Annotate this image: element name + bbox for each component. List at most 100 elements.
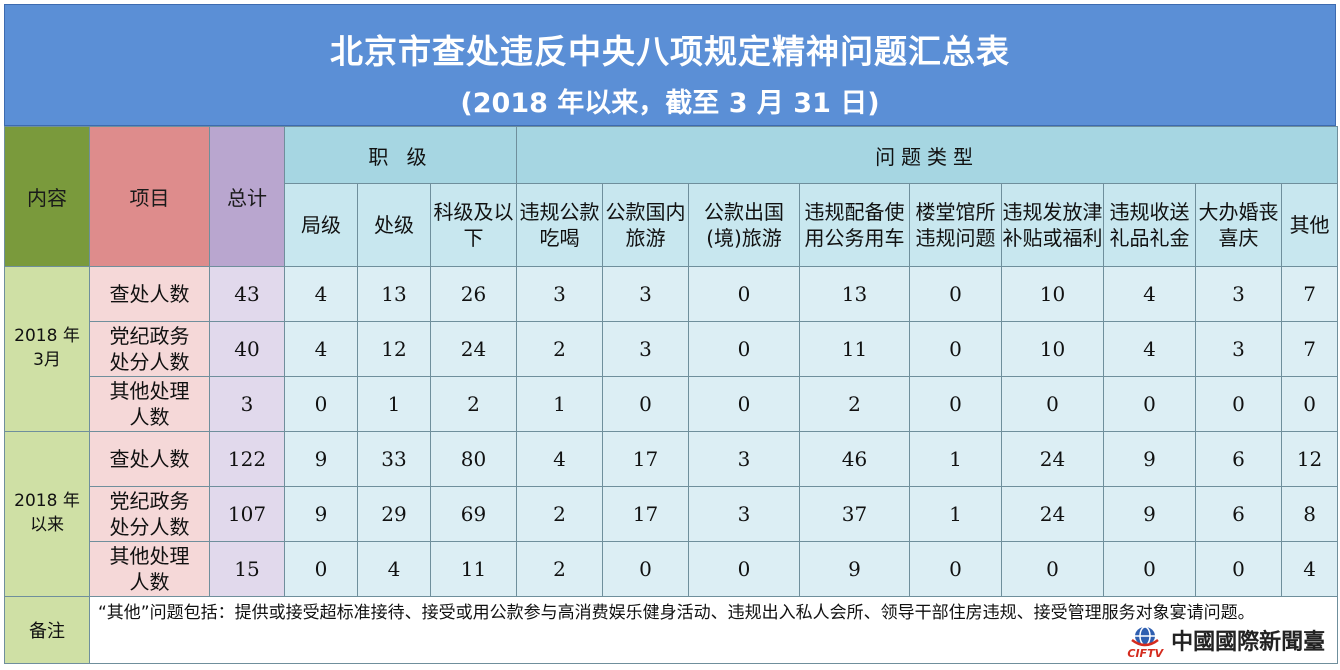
cell-value: 13: [799, 266, 911, 322]
cell-value: 11: [799, 321, 911, 377]
cell-value: 2: [516, 321, 604, 377]
row-label: 其他处理人数: [89, 376, 210, 432]
header-total: 总计: [209, 126, 285, 267]
cell-value: 0: [1281, 376, 1339, 432]
cell-value: 3: [688, 431, 801, 487]
cell-value: 2: [799, 376, 911, 432]
cell-value: 0: [1103, 541, 1197, 597]
cell-value: 0: [688, 541, 801, 597]
cell-value: 6: [1195, 486, 1283, 542]
cell-value: 1: [909, 486, 1003, 542]
notes-label: 备注: [4, 596, 90, 664]
cell-total: 107: [209, 486, 285, 542]
group-label: 2018 年 以来: [4, 431, 90, 597]
cell-value: 0: [909, 266, 1003, 322]
cell-value: 0: [688, 321, 801, 377]
cell-value: 37: [799, 486, 911, 542]
cell-value: 0: [909, 321, 1003, 377]
cell-value: 4: [284, 266, 358, 322]
header-type-6: 违规收送礼品礼金: [1103, 183, 1197, 267]
cell-value: 4: [1103, 266, 1197, 322]
cell-value: 6: [1195, 431, 1283, 487]
cell-value: 0: [688, 376, 801, 432]
cell-value: 4: [284, 321, 358, 377]
header-type-2: 公款出国(境)旅游: [688, 183, 801, 267]
header-type-1: 公款国内旅游: [602, 183, 690, 267]
header-type-group: 问题类型: [516, 126, 1339, 184]
header-type-8: 其他: [1281, 183, 1339, 267]
cell-value: 2: [516, 541, 604, 597]
cell-value: 4: [516, 431, 604, 487]
cell-value: 0: [688, 266, 801, 322]
header-type-7: 大办婚丧喜庆: [1195, 183, 1283, 267]
header-type-3: 违规配备使用公务用车: [799, 183, 911, 267]
summary-table: 内容 项目 总计 职 级 问题类型 局级 处级 科级及以下 违规公款吃喝 公款国内旅游公…: [4, 126, 1339, 664]
cell-value: 0: [284, 376, 358, 432]
cell-value: 3: [1195, 266, 1283, 322]
page-title: 北京市查处违反中央八项规定精神问题汇总表: [330, 32, 1010, 71]
cifty-globe-icon: [1131, 626, 1159, 647]
table-header: 北京市查处违反中央八项规定精神问题汇总表 (2018 年以来，截至 3 月 31…: [4, 4, 1336, 126]
cell-value: 1: [909, 431, 1003, 487]
cell-value: 17: [602, 486, 690, 542]
cell-total: 40: [209, 321, 285, 377]
row-label: 查处人数: [89, 266, 210, 322]
table-row: 其他处理人数 3 0 1 2 1 0 0 2 0 0 0 0 0: [5, 376, 1339, 432]
cell-value: 3: [516, 266, 604, 322]
cell-value: 10: [1001, 266, 1105, 322]
table-row: 其他处理人数 15 0 4 11 2 0 0 9 0 0 0 0 4: [5, 541, 1339, 597]
cell-value: 11: [429, 541, 518, 597]
header-type-4: 楼堂馆所违规问题: [909, 183, 1003, 267]
cell-value: 33: [357, 431, 431, 487]
cell-value: 7: [1281, 266, 1339, 322]
cifty-logo: CIFTV 中國國際新聞臺: [1127, 626, 1325, 659]
cell-value: 10: [1001, 321, 1105, 377]
logo-en-text: CIFTV: [1127, 647, 1164, 660]
header-rank-1: 处级: [357, 183, 431, 267]
table-row: 党纪政务处分人数 107 9 29 69 2 17 3 37 1 24 9 6 8: [5, 486, 1339, 542]
header-rank-group: 职 级: [283, 126, 518, 184]
cell-value: 69: [429, 486, 518, 542]
cell-value: 9: [284, 486, 358, 542]
cell-value: 26: [429, 266, 518, 322]
cell-value: 9: [1103, 486, 1197, 542]
cell-value: 29: [357, 486, 431, 542]
cell-value: 7: [1281, 321, 1339, 377]
cell-value: 0: [1001, 376, 1105, 432]
group-label: 2018 年 3月: [4, 266, 90, 432]
cell-value: 0: [284, 541, 358, 597]
notes-text: “其他”问题包括：提供或接受超标准接待、接受或用公款参与高消费娱乐健身活动、违规…: [98, 603, 1255, 623]
header-type-5: 违规发放津补贴或福利: [1001, 183, 1105, 267]
cell-value: 3: [688, 486, 801, 542]
table-row: 党纪政务处分人数 40 4 12 24 2 3 0 11 0 10 4 3 7: [5, 321, 1339, 377]
cell-value: 17: [602, 431, 690, 487]
cell-value: 0: [602, 376, 690, 432]
cell-value: 2: [516, 486, 604, 542]
header-item: 项目: [89, 126, 210, 267]
cell-value: 12: [357, 321, 431, 377]
cell-value: 4: [1281, 541, 1339, 597]
cell-value: 24: [429, 321, 518, 377]
header-content: 内容: [4, 126, 90, 267]
cell-value: 0: [1195, 376, 1283, 432]
row-label: 其他处理人数: [89, 541, 210, 597]
cell-value: 9: [799, 541, 911, 597]
cell-value: 3: [602, 321, 690, 377]
logo-mark: CIFTV: [1127, 626, 1163, 659]
table-row: 2018 年 3月 查处人数 43 4 13 26 3 3 0 13 0 10 4 3 7: [4, 266, 1339, 432]
row-label: 查处人数: [89, 431, 210, 487]
cell-value: 0: [1195, 541, 1283, 597]
cell-value: 0: [1103, 376, 1197, 432]
cell-value: 3: [602, 266, 690, 322]
cell-value: 46: [799, 431, 911, 487]
cell-value: 1: [516, 376, 604, 432]
cell-value: 0: [909, 541, 1003, 597]
cell-value: 4: [357, 541, 431, 597]
notes-row: 备注 “其他”问题包括：提供或接受超标准接待、接受或用公款参与高消费娱乐健身活动、…: [4, 596, 1339, 664]
cell-total: 3: [209, 376, 285, 432]
row-label: 党纪政务处分人数: [89, 321, 210, 377]
cell-value: 80: [429, 431, 518, 487]
header-rank-2: 科级及以下: [429, 183, 518, 267]
cell-value: 9: [1103, 431, 1197, 487]
